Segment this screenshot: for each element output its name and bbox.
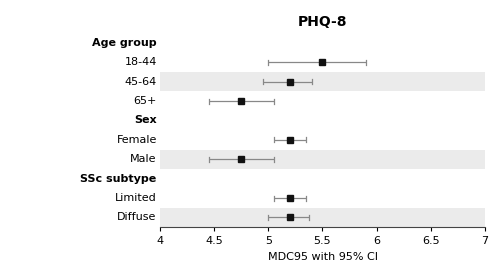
Text: Limited: Limited [115, 193, 157, 203]
Text: 18-44: 18-44 [124, 57, 157, 67]
Text: Diffuse: Diffuse [118, 212, 157, 222]
Bar [160, 208, 485, 227]
Text: Female: Female [116, 135, 157, 145]
Text: SSc subtype: SSc subtype [80, 174, 157, 184]
Text: 65+: 65+ [134, 96, 157, 106]
Text: Male: Male [130, 154, 157, 164]
Text: 45-64: 45-64 [124, 77, 157, 87]
Text: Age group: Age group [92, 38, 157, 48]
X-axis label: MDC95 with 95% CI: MDC95 with 95% CI [268, 252, 378, 262]
Bar [160, 72, 485, 91]
Title: PHQ-8: PHQ-8 [298, 15, 347, 29]
Text: Sex: Sex [134, 116, 157, 125]
Bar [160, 150, 485, 169]
